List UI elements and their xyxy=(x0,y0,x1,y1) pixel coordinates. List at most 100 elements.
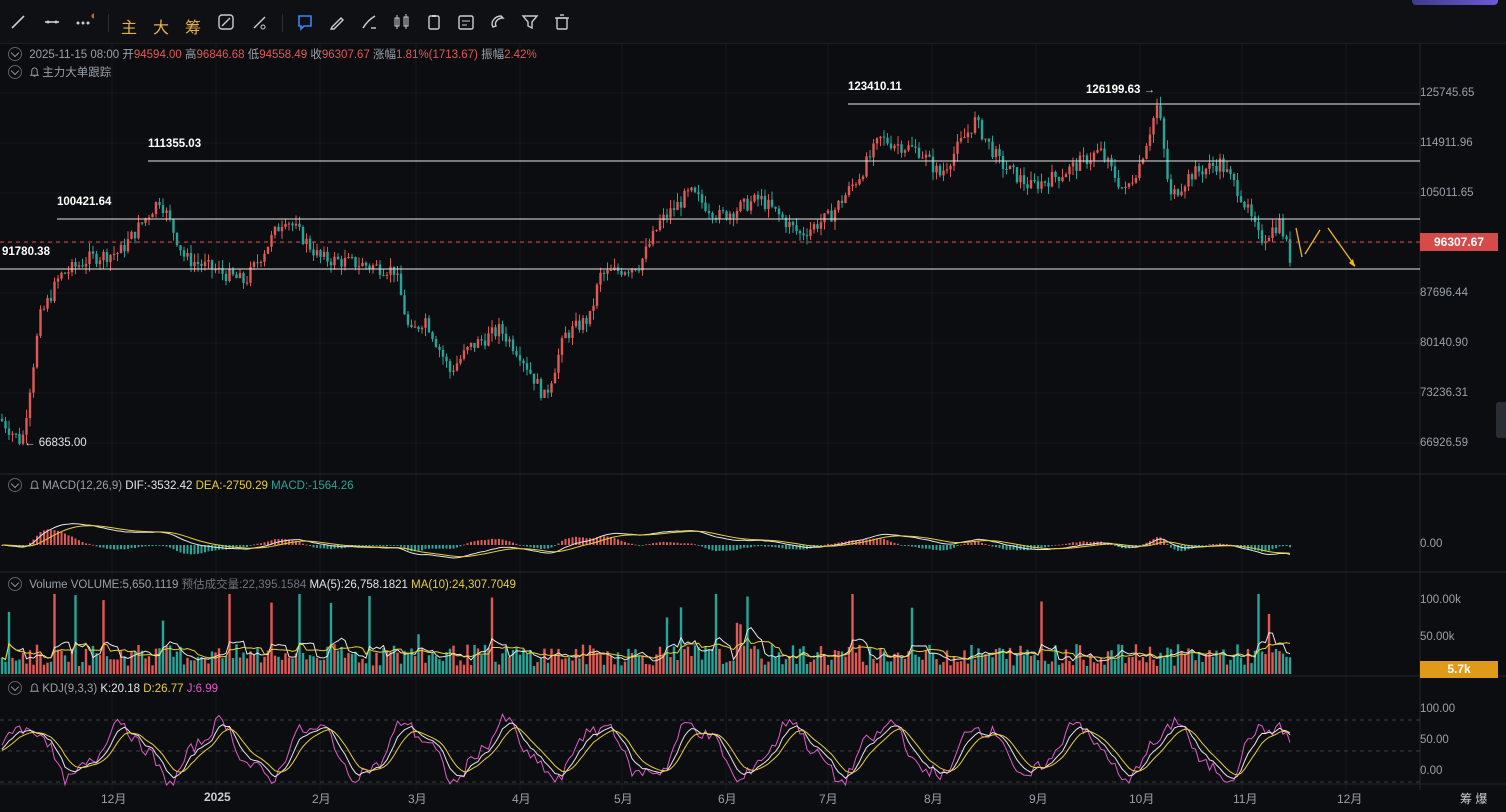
brush-icon[interactable] xyxy=(359,12,379,32)
close-label: 收 xyxy=(310,49,322,61)
volume-bar xyxy=(438,659,441,674)
volume-bar xyxy=(721,663,725,674)
candle-body xyxy=(739,201,742,211)
volume-bar xyxy=(665,617,669,674)
collapse-toggle-icon[interactable] xyxy=(8,47,22,61)
volume-bar xyxy=(1155,665,1159,674)
volume-bar xyxy=(420,648,424,674)
main-chars-button[interactable]: 主 xyxy=(121,18,138,37)
volume-bar xyxy=(662,653,665,674)
macd-histogram-bar xyxy=(767,545,770,547)
time-axis-label: 2025 xyxy=(204,790,231,804)
account-tab[interactable] xyxy=(1412,0,1498,5)
collapse-toggle-icon[interactable] xyxy=(8,65,22,79)
bell-icon[interactable] xyxy=(29,67,40,78)
macd-histogram-bar xyxy=(92,544,94,546)
measure-icon[interactable] xyxy=(250,12,270,32)
volume-bar xyxy=(1022,655,1026,674)
candle-body xyxy=(382,274,385,276)
chart-canvas[interactable] xyxy=(0,44,1506,812)
callout-icon[interactable] xyxy=(295,12,315,32)
copy-icon[interactable] xyxy=(424,12,444,32)
candle-body xyxy=(95,253,98,264)
volume-bar xyxy=(77,665,81,674)
candle-body xyxy=(914,146,917,148)
candle-body xyxy=(718,210,721,219)
candle-body xyxy=(578,320,581,330)
candle-body xyxy=(1246,204,1250,208)
macd-histogram-bar xyxy=(309,545,311,547)
macd-histogram-bar xyxy=(312,545,315,548)
candle-body xyxy=(644,246,648,259)
more-tools-icon[interactable] xyxy=(74,12,94,32)
volume-bar xyxy=(539,657,543,674)
volume-bar xyxy=(1183,654,1187,674)
macd-histogram-bar xyxy=(505,540,507,545)
macd-histogram-bar xyxy=(204,545,206,553)
ruler-icon[interactable] xyxy=(216,12,236,32)
macd-histogram-bar xyxy=(186,545,189,554)
candle-body xyxy=(1176,189,1180,196)
candle-body xyxy=(872,143,875,158)
volume-bar xyxy=(1274,649,1278,674)
macd-histogram-bar xyxy=(375,545,378,546)
magnet-icon[interactable] xyxy=(488,12,508,32)
chips-button[interactable]: 筹 xyxy=(185,18,202,37)
candle-body xyxy=(70,262,74,273)
macd-histogram-bar xyxy=(883,539,885,545)
macd-histogram-bar xyxy=(365,545,367,547)
macd-histogram-bar xyxy=(1180,545,1183,552)
volume-bar xyxy=(1057,664,1061,674)
side-panel-handle[interactable] xyxy=(1496,402,1506,438)
volume-bar xyxy=(1120,644,1124,674)
macd-histogram-bar xyxy=(550,545,553,548)
macd-histogram-bar xyxy=(704,545,707,549)
candle-body xyxy=(417,326,420,330)
candle-body xyxy=(25,418,28,435)
volume-bar xyxy=(935,659,938,674)
time-axis-label: 9月 xyxy=(1029,792,1048,806)
corner-label[interactable]: 筹 爆 xyxy=(1460,792,1488,806)
line-tool-icon[interactable] xyxy=(8,12,28,32)
candles-icon[interactable] xyxy=(392,12,412,32)
volume-bar xyxy=(1033,654,1036,674)
volume-bar xyxy=(557,648,560,674)
bell-icon[interactable] xyxy=(29,480,40,491)
volume-bar xyxy=(746,596,749,674)
volume-bar xyxy=(56,649,60,674)
candle-body xyxy=(270,234,273,247)
note-icon[interactable] xyxy=(456,12,476,32)
macd-axis-label: 0.00 xyxy=(1420,538,1443,550)
collapse-toggle-icon[interactable] xyxy=(8,478,22,492)
candle-body xyxy=(1103,148,1106,161)
collapse-toggle-icon[interactable] xyxy=(8,577,22,591)
candle-body xyxy=(441,349,445,357)
big-chars-button[interactable]: 大 xyxy=(153,18,170,37)
volume-bar xyxy=(602,664,606,674)
trash-icon[interactable] xyxy=(552,12,572,32)
candle-body xyxy=(329,261,333,266)
volume-bar xyxy=(158,648,161,674)
macd-histogram-bar xyxy=(928,545,931,549)
candle-body xyxy=(525,363,529,370)
volume-bar xyxy=(763,664,767,674)
candle-body xyxy=(746,198,749,211)
volume-bar xyxy=(284,653,287,674)
candle-body xyxy=(714,217,718,219)
candle-body xyxy=(896,144,900,146)
volume-bar xyxy=(1225,664,1229,674)
candle-body xyxy=(410,324,413,327)
change-label: 涨幅 xyxy=(373,49,397,61)
projection-line xyxy=(1327,227,1356,267)
candle-body xyxy=(1243,201,1246,208)
volume-bar xyxy=(571,660,574,674)
collapse-toggle-icon[interactable] xyxy=(8,681,22,695)
horizontal-line-icon[interactable] xyxy=(42,12,62,32)
macd-histogram-bar xyxy=(260,543,262,545)
pencil-icon[interactable] xyxy=(327,12,347,32)
candle-body xyxy=(1022,175,1026,185)
filter-icon[interactable] xyxy=(520,12,540,32)
candle-body xyxy=(980,120,984,140)
bell-icon[interactable] xyxy=(29,683,40,694)
volume-bar xyxy=(1176,644,1180,674)
